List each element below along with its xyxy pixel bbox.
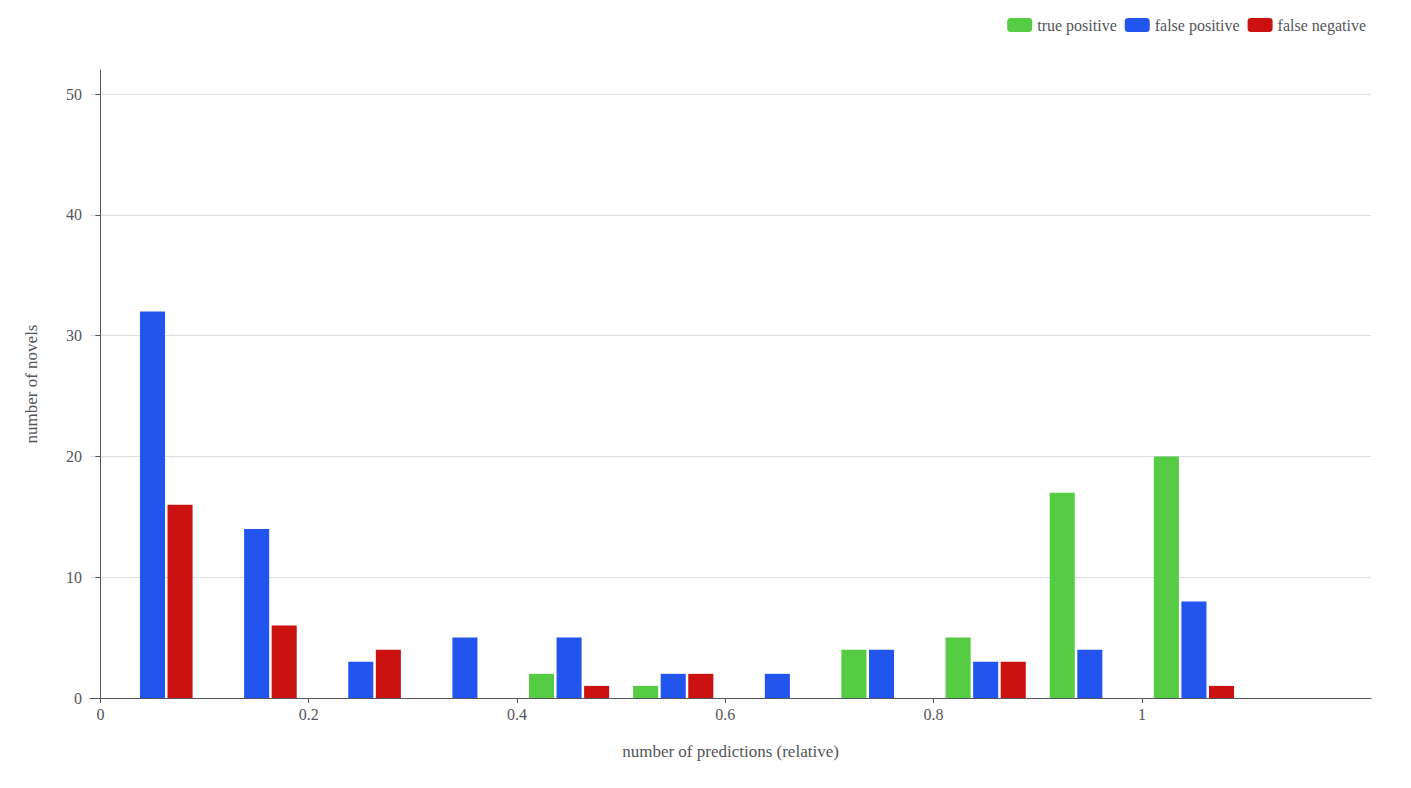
svg-text:0.2: 0.2 xyxy=(299,706,319,723)
svg-text:true positive: true positive xyxy=(1037,17,1117,35)
svg-text:false positive: false positive xyxy=(1155,17,1240,35)
svg-text:0.8: 0.8 xyxy=(924,706,944,723)
svg-text:20: 20 xyxy=(66,448,82,465)
svg-text:false negative: false negative xyxy=(1278,17,1366,35)
svg-text:10: 10 xyxy=(66,569,82,586)
svg-text:50: 50 xyxy=(66,86,82,103)
svg-text:30: 30 xyxy=(66,327,82,344)
svg-text:number of novels: number of novels xyxy=(22,325,41,444)
svg-text:0: 0 xyxy=(74,690,82,707)
svg-text:1: 1 xyxy=(1138,706,1146,723)
svg-text:0.6: 0.6 xyxy=(715,706,735,723)
svg-text:0: 0 xyxy=(96,706,104,723)
svg-text:0.4: 0.4 xyxy=(507,706,527,723)
svg-text:number of predictions (relativ: number of predictions (relative) xyxy=(622,742,839,761)
svg-text:40: 40 xyxy=(66,206,82,223)
